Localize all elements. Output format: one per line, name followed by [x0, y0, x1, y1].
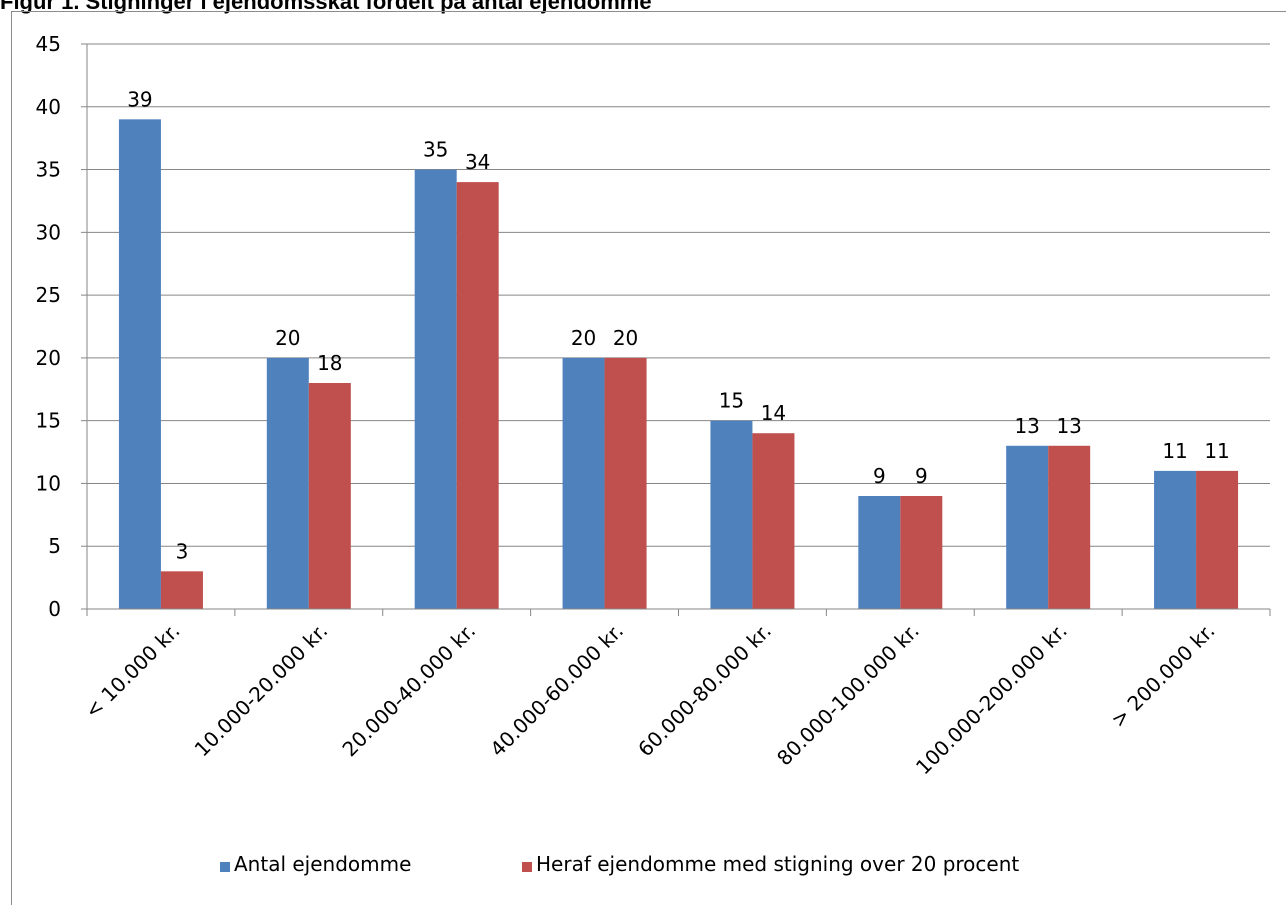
y-tick-label: 40 [36, 95, 61, 119]
data-label: 18 [317, 351, 342, 375]
legend-swatch-heraf [522, 862, 532, 872]
data-label: 35 [423, 138, 448, 162]
bar-heraf-5 [900, 496, 943, 609]
bars [118, 119, 1239, 610]
bar-antal-0 [118, 119, 161, 609]
y-tick-label: 20 [36, 346, 61, 370]
bar-heraf-3 [604, 357, 647, 609]
y-tick-label: 25 [36, 283, 61, 307]
data-labels: 39 3 20 18 35 34 20 20 15 14 9 9 13 13 11 11 [127, 87, 1230, 563]
bar-antal-1 [266, 357, 309, 609]
x-tick-label: 40.000-60.000 kr. [485, 619, 628, 762]
chart-frame [11, 11, 1286, 905]
legend-swatch-antal [220, 862, 230, 872]
data-label: 11 [1204, 439, 1229, 463]
bar-heraf-6 [1048, 445, 1091, 609]
y-axis-tick-labels: 0 5 10 15 20 25 30 35 40 45 [36, 32, 61, 621]
data-label: 20 [571, 326, 596, 350]
data-label: 13 [1056, 414, 1081, 438]
x-tick-label: > 200.000 kr. [1106, 619, 1220, 733]
data-label: 15 [719, 389, 744, 413]
y-tick-label: 0 [48, 597, 61, 621]
x-tick-label: 20.000-40.000 kr. [337, 619, 480, 762]
legend: Antal ejendomme Heraf ejendomme med stign… [220, 852, 1019, 876]
bar-heraf-7 [1196, 470, 1239, 609]
x-tick-label: 10.000-20.000 kr. [190, 619, 333, 762]
data-label: 20 [613, 326, 638, 350]
bar-heraf-0 [160, 571, 203, 609]
bar-antal-3 [562, 357, 605, 609]
y-tick-label: 45 [36, 32, 61, 56]
bar-heraf-2 [456, 182, 499, 609]
bar-antal-5 [858, 496, 901, 609]
data-label: 11 [1162, 439, 1187, 463]
data-label: 34 [465, 150, 490, 174]
data-label: 9 [873, 464, 886, 488]
y-tick-label: 15 [36, 409, 61, 433]
gridlines [87, 43, 1270, 547]
data-label: 13 [1014, 414, 1039, 438]
y-tick-label: 5 [48, 534, 61, 558]
x-tick-label: 100.000-200.000 kr. [911, 619, 1072, 780]
data-label: 39 [127, 87, 152, 111]
data-label: 14 [761, 401, 786, 425]
x-tick-label: 60.000-80.000 kr. [633, 619, 776, 762]
legend-label-antal: Antal ejendomme [234, 852, 411, 876]
x-tick-label: < 10.000 kr. [80, 619, 184, 723]
y-tick-label: 10 [36, 471, 61, 495]
data-label: 20 [275, 326, 300, 350]
bar-heraf-4 [752, 433, 795, 609]
data-label: 9 [915, 464, 928, 488]
bar-antal-6 [1006, 445, 1049, 609]
bar-antal-2 [414, 169, 457, 610]
axes [81, 43, 1271, 616]
figure-title: Figur 1. Stigninger i ejendomsskat forde… [0, 0, 652, 14]
data-label: 3 [176, 539, 189, 563]
x-axis-tick-labels: < 10.000 kr. 10.000-20.000 kr. 20.000-40.0… [80, 619, 1220, 780]
bar-antal-7 [1154, 470, 1197, 609]
y-tick-label: 35 [36, 158, 61, 182]
x-tick-label: 80.000-100.000 kr. [772, 619, 924, 771]
bar-heraf-1 [308, 383, 351, 609]
bar-antal-4 [710, 420, 753, 609]
legend-label-heraf: Heraf ejendomme med stigning over 20 pro… [536, 852, 1019, 876]
y-tick-label: 30 [36, 220, 61, 244]
